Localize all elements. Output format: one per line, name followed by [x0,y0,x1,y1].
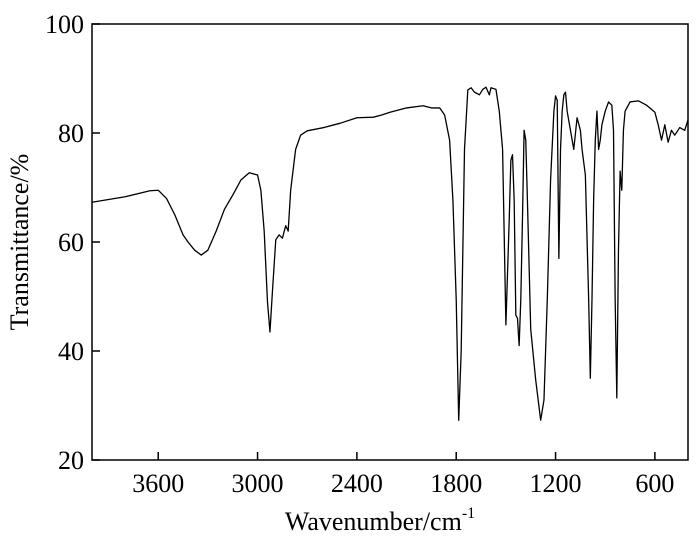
x-tick-label: 2400 [331,469,383,498]
y-tick-label: 80 [58,119,84,148]
y-tick-label: 40 [58,337,84,366]
x-tick-label: 3000 [232,469,284,498]
x-tick-label: 1200 [530,469,582,498]
x-axis-label: Wavenumber/cm-1 [285,505,475,536]
y-axis-label: Transmittance/% [5,154,34,331]
x-tick-label: 1800 [430,469,482,498]
y-tick-label: 60 [58,228,84,257]
x-axis-label-superscript: -1 [462,505,475,522]
x-tick-label: 600 [635,469,674,498]
spectrum-line [91,86,689,421]
x-axis-label-text: Wavenumber/cm [285,507,462,536]
y-tick-label: 100 [45,10,84,39]
x-tick-label: 3600 [132,469,184,498]
y-tick-label: 20 [58,446,84,475]
plot-frame [91,23,689,461]
